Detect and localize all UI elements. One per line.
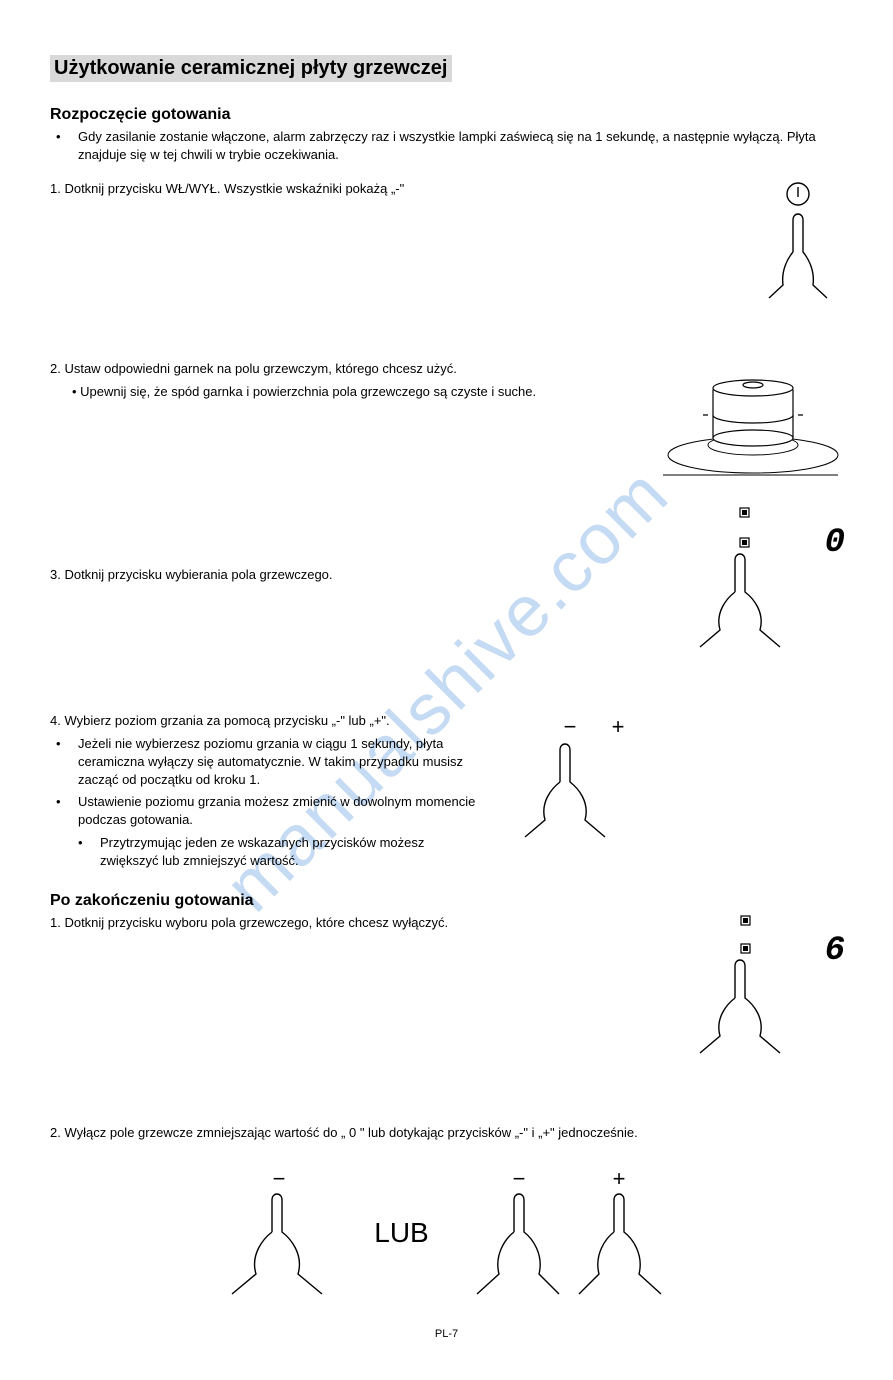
step4-figure: − + (500, 712, 660, 842)
svg-text:+: + (612, 714, 625, 739)
svg-text:+: + (612, 1168, 625, 1191)
step3-text: 3. Dotknij przycisku wybierania pola grz… (50, 566, 665, 584)
s2-step2-figure: − LUB − + (50, 1168, 843, 1298)
step4-b1: Jeżeli nie wybierzesz poziomu grzania w … (78, 735, 480, 790)
step1-figure (753, 180, 843, 300)
s2-step1-text: 1. Dotknij przycisku wyboru pola grzewcz… (50, 914, 663, 932)
svg-text:−: − (273, 1168, 286, 1191)
display-zero: 0 (825, 524, 843, 562)
s2-step1-figure: 6 (683, 914, 843, 1064)
svg-text:−: − (512, 1168, 525, 1191)
page-title: Użytkowanie ceramicznej płyty grzewczej (50, 55, 452, 82)
display-six: 6 (825, 932, 843, 970)
step2-text: 2. Ustaw odpowiedni garnek na polu grzew… (50, 360, 623, 378)
step4-b2: Ustawienie poziomu grzania możesz zmieni… (78, 793, 480, 829)
step2-figure (643, 360, 843, 490)
step4-b3: Przytrzymując jeden ze wskazanych przyci… (100, 834, 480, 870)
intro-bullet: • Gdy zasilanie zostanie włączone, alarm… (50, 128, 843, 164)
step1-text: 1. Dotknij przycisku WŁ/WYŁ. Wszystkie w… (50, 180, 733, 198)
or-label: LUB (374, 1217, 428, 1249)
section1-heading: Rozpoczęcie gotowania (50, 106, 843, 124)
step2-sub: • Upewnij się, że spód garnka i powierzc… (50, 383, 623, 401)
section2-heading: Po zakończeniu gotowania (50, 892, 843, 910)
svg-text:−: − (564, 714, 577, 739)
page-number: PL-7 (50, 1328, 843, 1340)
step4-text: 4. Wybierz poziom grzania za pomocą przy… (50, 712, 480, 730)
intro-text: Gdy zasilanie zostanie włączone, alarm z… (78, 128, 843, 164)
step3-figure: 0 (685, 502, 843, 652)
s2-step2-text: 2. Wyłącz pole grzewcze zmniejszając war… (50, 1124, 843, 1142)
